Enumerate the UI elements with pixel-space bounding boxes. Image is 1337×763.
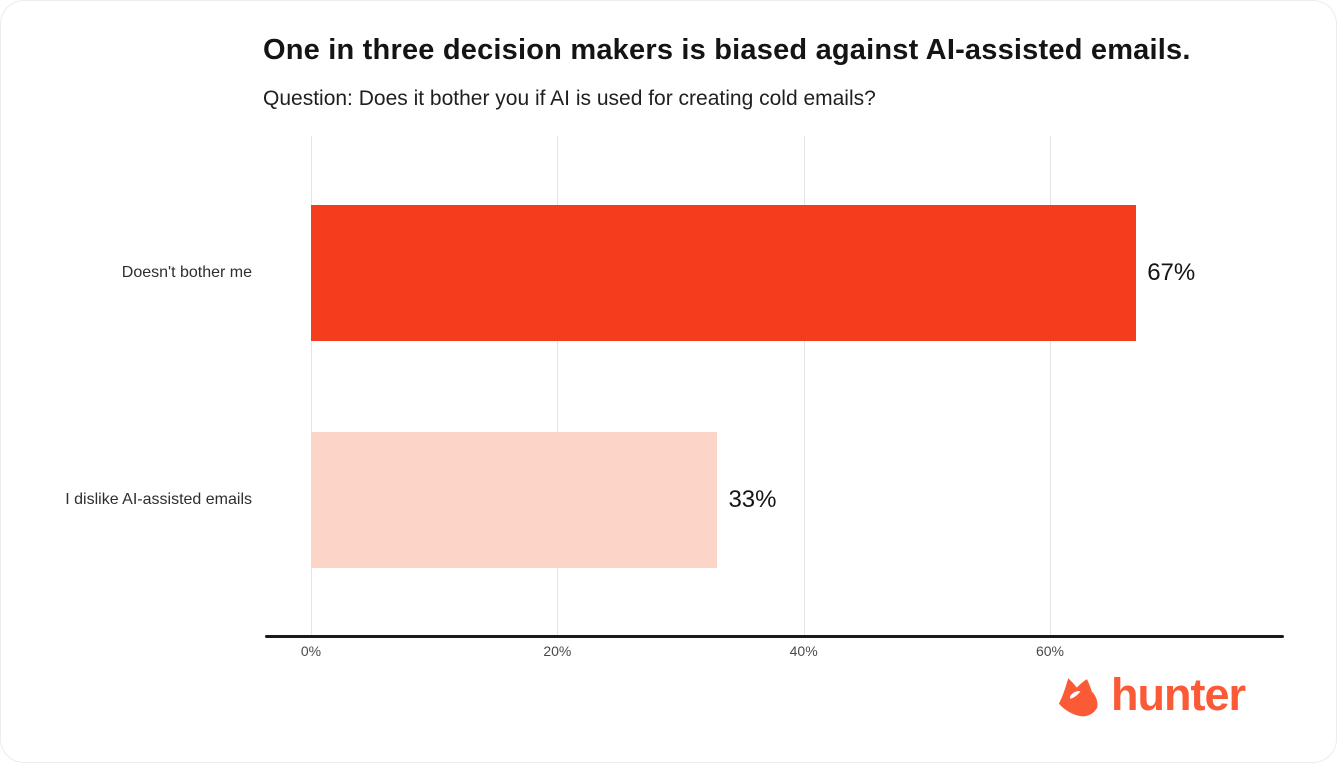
x-tick-label: 60%: [1035, 643, 1064, 659]
gridline: [311, 136, 312, 636]
bar-value-label: 33%: [728, 486, 777, 513]
chart-subtitle: Question: Does it bother you if AI is us…: [263, 87, 876, 110]
bar-row: 33%: [311, 432, 1284, 568]
fox-icon: [1058, 677, 1098, 716]
logo-text: hunter: [1111, 669, 1246, 720]
gridline: [803, 136, 805, 636]
category-label: I dislike AI-assisted emails: [65, 491, 252, 508]
x-tick-label: 40%: [789, 643, 818, 659]
bar: [311, 205, 1137, 341]
hunter-logo: hunter: [1057, 669, 1246, 721]
bar-row: 67%: [311, 205, 1284, 341]
gridline: [557, 136, 559, 636]
plot-area: 0% 20% 40% 60% 67% 33%: [301, 136, 1284, 659]
x-axis-line: [265, 635, 1284, 638]
category-label: Doesn't bother me: [121, 264, 252, 281]
gridline: [1049, 136, 1051, 636]
x-tick-label: 0%: [300, 643, 322, 659]
chart-title: One in three decision makers is biased a…: [263, 34, 1191, 66]
x-tick-label: 20%: [543, 643, 572, 659]
bar: [311, 432, 718, 568]
bar-value-label: 67%: [1147, 259, 1196, 286]
